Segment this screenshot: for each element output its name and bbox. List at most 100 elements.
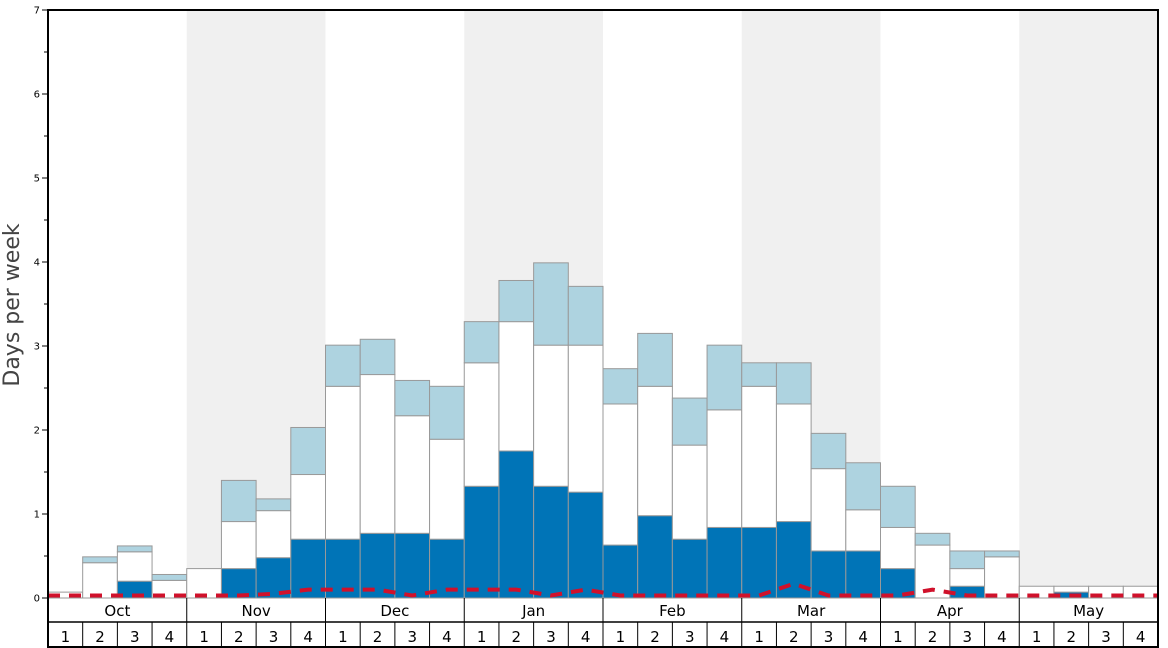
bar-segment [82, 556, 118, 564]
week-label: 4 [165, 628, 175, 646]
y-tick-label: 3 [34, 342, 40, 353]
week-label: 1 [754, 628, 764, 646]
week-label: 2 [928, 628, 938, 646]
bar-segment [255, 510, 292, 559]
bar-segment [533, 485, 569, 599]
bar-segment [706, 409, 743, 528]
week-label: 1 [893, 628, 903, 646]
bar-segment [810, 432, 847, 470]
bar-segment [255, 498, 292, 512]
line-series [47, 581, 1159, 598]
bar-segment [880, 526, 916, 570]
week-label: 1 [338, 628, 348, 646]
week-label: 2 [373, 628, 383, 646]
week-label: 3 [407, 628, 417, 646]
bar-segment [637, 385, 673, 517]
bar-segment [116, 551, 153, 582]
month-band [1019, 10, 1158, 598]
bar-segment [567, 344, 604, 493]
bar-segment [741, 385, 777, 528]
week-label: 3 [824, 628, 834, 646]
bar-segment [671, 538, 708, 599]
bar-segment [498, 450, 535, 599]
month-label: Dec [380, 602, 409, 620]
month-label: Mar [797, 602, 826, 620]
y-tick-label: 5 [34, 174, 40, 185]
bar-segment [359, 532, 396, 599]
bar-segment [775, 362, 812, 405]
bar-segment [359, 338, 396, 376]
bar-segment [151, 573, 188, 581]
plot-frame [47, 9, 1159, 648]
bar-segment [325, 385, 361, 540]
week-label: 2 [650, 628, 660, 646]
bar-segment [741, 526, 777, 599]
bar-segment [637, 332, 673, 387]
week-label: 4 [997, 628, 1007, 646]
bar-segment [741, 362, 777, 387]
bar-segment [845, 550, 881, 599]
y-tick-label: 4 [34, 258, 40, 269]
bar-segment [706, 526, 743, 599]
bar-segment [116, 545, 153, 553]
bar-segment [463, 485, 500, 599]
bar-segment [359, 374, 396, 534]
week-label: 4 [1136, 628, 1146, 646]
week-label: 4 [581, 628, 591, 646]
month-label: Jan [521, 602, 545, 620]
bar-segment [602, 544, 639, 599]
week-label: 3 [130, 628, 140, 646]
bar-segment [463, 321, 500, 364]
bar-segment [810, 550, 847, 599]
bar-segment [984, 556, 1020, 599]
week-label: 3 [962, 628, 972, 646]
stacked-bars [47, 262, 1159, 599]
week-label: 1 [477, 628, 487, 646]
week-label: 2 [95, 628, 105, 646]
bar-segment [775, 403, 812, 523]
week-label: 4 [442, 628, 452, 646]
week-label: 1 [199, 628, 209, 646]
week-label: 3 [269, 628, 279, 646]
bar-segment [637, 515, 673, 599]
week-label: 2 [1067, 628, 1077, 646]
week-label: 1 [1032, 628, 1042, 646]
week-label: 2 [234, 628, 244, 646]
dashed-line-series [47, 581, 1159, 598]
bar-segment [186, 568, 222, 599]
week-label: 3 [1101, 628, 1111, 646]
bar-segment [602, 403, 639, 546]
week-label: 3 [546, 628, 556, 646]
bar-segment [775, 521, 812, 599]
bar-segment [220, 479, 257, 523]
month-label: May [1073, 602, 1104, 620]
bar-segment [82, 562, 118, 599]
y-tick-label: 0 [34, 594, 40, 605]
bar-segment [914, 532, 951, 546]
bar-segment [498, 279, 535, 323]
bar-segment [671, 444, 708, 540]
bar-segment [429, 438, 465, 540]
y-axis-title: Days per week [0, 223, 25, 386]
bar-segment [394, 532, 431, 599]
week-label: 4 [303, 628, 313, 646]
bar-segment [567, 285, 604, 346]
week-label: 2 [789, 628, 799, 646]
bar-segment [533, 344, 569, 487]
bar-segment [220, 521, 257, 570]
y-tick-label: 6 [34, 90, 40, 101]
x-axis: Oct 1 2 3 4 Nov 1 2 3 4 Dec 1 2 3 4 Jan 1 2 3 4 Feb 1 2 3 4 Mar 1 2… [47, 9, 1159, 648]
bar-segment [706, 344, 743, 411]
bar-segment [671, 397, 708, 446]
month-label: Apr [937, 602, 964, 620]
bar-segment [810, 468, 847, 552]
bar-segment [394, 379, 431, 417]
bar-segment [567, 491, 604, 599]
bar-segment [463, 362, 500, 487]
bar-segment [498, 321, 535, 452]
week-label: 3 [685, 628, 695, 646]
bar-segment [880, 485, 916, 528]
week-label: 4 [720, 628, 730, 646]
bar-segment [845, 509, 881, 552]
month-label: Nov [241, 602, 270, 620]
